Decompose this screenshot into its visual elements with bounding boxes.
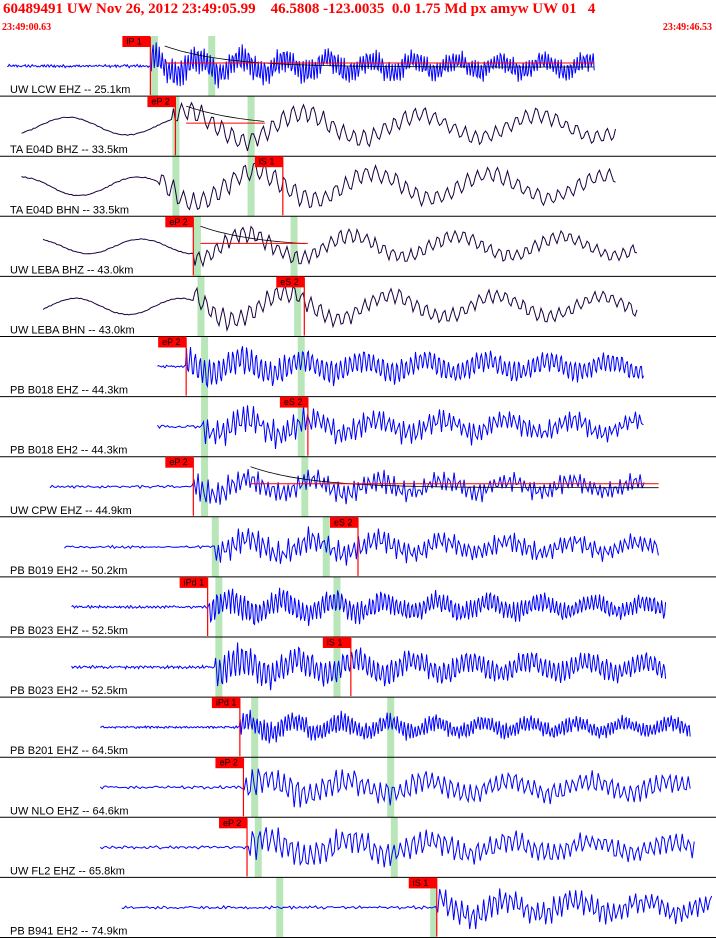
waveform-trace bbox=[64, 526, 659, 566]
pick-label: iP 1 bbox=[126, 37, 141, 47]
arrival-band bbox=[201, 336, 209, 397]
arrival-band bbox=[201, 396, 209, 457]
arrival-band bbox=[247, 96, 255, 157]
arrival-band bbox=[197, 276, 205, 337]
arrival-band bbox=[387, 697, 395, 758]
arrival-band bbox=[247, 156, 255, 217]
pick-box[interactable] bbox=[165, 216, 194, 228]
waveform-trace bbox=[49, 468, 645, 505]
pick-box[interactable] bbox=[211, 697, 240, 709]
pick-label: iS 1 bbox=[259, 157, 275, 167]
seismogram-panel: iP 1 eP 2 iS 1 eP 2 eS 2 eP 2 eS 2 eP 2 eS 2 iPd … bbox=[0, 36, 716, 938]
waveform-trace bbox=[71, 642, 667, 691]
station-label: TA E04D BHN -- 33.5km bbox=[10, 204, 129, 216]
arrival-band bbox=[294, 276, 302, 337]
phase-picks: iP 1 eP 2 iS 1 eP 2 eS 2 eP 2 eS 2 eP 2 eS 2 iPd … bbox=[122, 36, 438, 937]
pick-label: eS 2 bbox=[284, 397, 303, 407]
waveform-trace bbox=[100, 709, 691, 744]
pick-box[interactable] bbox=[147, 96, 176, 108]
station-label: UW CPW EHZ -- 44.9km bbox=[10, 505, 132, 517]
arrival-band bbox=[333, 637, 341, 698]
station-label: UW LEBA BHZ -- 43.0km bbox=[10, 264, 133, 276]
arrival-band bbox=[387, 757, 395, 818]
station-label: PB B023 EH2 -- 52.5km bbox=[10, 685, 127, 697]
pick-label: iPd 1 bbox=[216, 698, 237, 708]
pick-label: iS 1 bbox=[413, 878, 429, 888]
pick-label: eP 2 bbox=[169, 457, 187, 467]
station-label: UW LCW EHZ -- 25.1km bbox=[10, 84, 130, 96]
pick-label: eP 2 bbox=[223, 818, 241, 828]
pick-box[interactable] bbox=[322, 637, 351, 648]
pick-box[interactable] bbox=[122, 36, 151, 47]
station-label: UW NLO EHZ -- 64.6km bbox=[10, 805, 129, 817]
arrival-band bbox=[297, 396, 305, 457]
waveform-trace bbox=[99, 768, 691, 808]
waveform-trace bbox=[7, 42, 595, 89]
station-label: PB B018 EH2 -- 44.3km bbox=[10, 445, 127, 457]
arrival-band bbox=[215, 576, 223, 637]
pick-box[interactable] bbox=[330, 516, 358, 528]
waveform-trace bbox=[157, 405, 644, 450]
pick-box[interactable] bbox=[179, 576, 208, 588]
arrival-band bbox=[290, 216, 298, 277]
pick-label: eS 2 bbox=[334, 517, 353, 527]
station-label: PB B023 EHZ -- 52.5km bbox=[10, 625, 128, 637]
arrival-band bbox=[193, 216, 201, 277]
pick-label: eP 2 bbox=[169, 217, 187, 227]
waveform-trace bbox=[99, 827, 695, 868]
waveform-trace bbox=[42, 283, 638, 333]
pick-label: eS 2 bbox=[280, 277, 299, 287]
pick-box[interactable] bbox=[408, 877, 437, 889]
waveform-trace bbox=[157, 346, 644, 389]
coda-curve bbox=[186, 105, 265, 122]
arrival-band bbox=[211, 516, 219, 577]
arrival-band bbox=[301, 456, 309, 517]
station-label: PB B019 EH2 -- 50.2km bbox=[10, 565, 127, 577]
start-time-label: 23:49:00.63 bbox=[2, 22, 52, 33]
pick-label: eP 2 bbox=[219, 758, 237, 768]
station-label: PB B018 EHZ -- 44.3km bbox=[10, 385, 128, 397]
arrival-band bbox=[201, 456, 209, 517]
station-label: PB B201 EHZ -- 64.5km bbox=[10, 745, 128, 757]
trace-waveforms bbox=[7, 42, 713, 930]
pick-box[interactable] bbox=[215, 757, 244, 769]
plot-header: 60489491 UW Nov 26, 2012 23:49:05.99 46.… bbox=[0, 0, 716, 36]
event-title: 60489491 UW Nov 26, 2012 23:49:05.99 46.… bbox=[3, 1, 596, 17]
pick-box[interactable] bbox=[279, 396, 308, 408]
pick-label: eP 2 bbox=[162, 337, 180, 347]
arrival-band bbox=[254, 817, 262, 878]
pick-box[interactable] bbox=[254, 156, 283, 168]
pick-label: eP 2 bbox=[151, 97, 169, 107]
waveform-trace bbox=[71, 587, 667, 627]
pick-box[interactable] bbox=[219, 817, 248, 829]
pick-box[interactable] bbox=[165, 456, 194, 468]
coda-curve bbox=[200, 225, 306, 245]
arrival-band bbox=[333, 576, 341, 637]
station-label: UW FL2 EHZ -- 65.8km bbox=[10, 865, 125, 877]
waveform-trace bbox=[121, 888, 713, 930]
pick-label: iPd 1 bbox=[184, 577, 205, 587]
station-label: PB B941 EH2 -- 74.9km bbox=[10, 926, 127, 938]
end-time-label: 23:49:46.53 bbox=[662, 22, 712, 33]
coda-curves bbox=[164, 45, 659, 489]
arrival-band bbox=[208, 36, 216, 97]
station-label: UW LEBA BHN -- 43.0km bbox=[10, 325, 135, 337]
pick-box[interactable] bbox=[276, 276, 305, 288]
arrival-band bbox=[322, 516, 330, 577]
arrival-band bbox=[172, 156, 180, 217]
pick-label: iS 1 bbox=[327, 638, 343, 648]
waveform-trace bbox=[42, 225, 638, 268]
trace-labels: UW LCW EHZ -- 25.1km TA E04D BHZ -- 33.5k… bbox=[10, 84, 135, 937]
station-label: TA E04D BHZ -- 33.5km bbox=[10, 144, 128, 156]
waveform-trace bbox=[21, 162, 616, 211]
coda-curve bbox=[250, 466, 659, 489]
pick-box[interactable] bbox=[158, 336, 187, 348]
waveform-trace bbox=[21, 101, 616, 152]
coda-curve bbox=[164, 45, 594, 68]
